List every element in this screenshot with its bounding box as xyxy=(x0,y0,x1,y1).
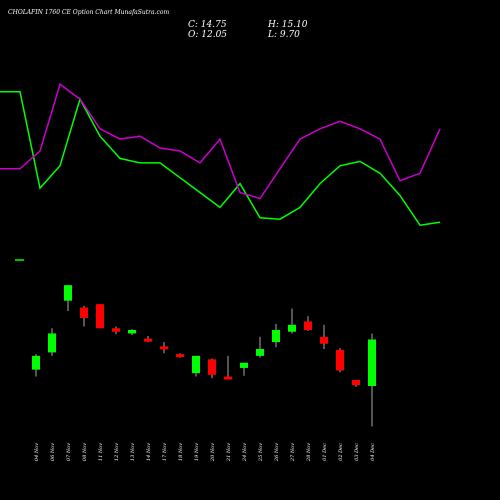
candle xyxy=(128,329,136,336)
candle xyxy=(192,355,200,377)
candle xyxy=(48,328,56,356)
candle xyxy=(256,336,264,358)
indicator-lines xyxy=(0,83,441,227)
x-tick-label: 19 Nov xyxy=(194,443,200,461)
candle xyxy=(320,324,328,349)
low-readout: L: 9.70 xyxy=(267,30,300,40)
x-axis-ticks: 04 Nov 06 Nov 07 Nov 08 Nov 11 Nov 12 Nov 13 N… xyxy=(34,443,376,462)
candle-body-up xyxy=(240,362,248,368)
candle-body-up xyxy=(256,348,264,356)
candle xyxy=(336,348,344,373)
candle xyxy=(112,326,120,335)
candle-body-up xyxy=(64,285,72,301)
candle xyxy=(352,380,360,387)
x-tick-label: 02 Dec xyxy=(338,443,344,461)
x-tick-label: 03 Dec xyxy=(354,443,360,461)
x-tick-label: 08 Nov xyxy=(82,443,88,461)
x-tick-label: 24 Nov xyxy=(242,443,248,462)
x-tick-label: 06 Nov xyxy=(50,443,56,461)
open-readout: O: 12.05 xyxy=(188,30,227,40)
candle xyxy=(32,354,40,377)
x-tick-label: 27 Nov xyxy=(290,443,296,462)
candles xyxy=(32,285,376,427)
x-tick-label: 20 Nov xyxy=(210,443,216,462)
x-tick-label: 28 Nov xyxy=(306,443,312,462)
x-tick-label: 18 Nov xyxy=(178,443,184,461)
candle xyxy=(272,323,280,348)
high-readout: H: 15.10 xyxy=(267,20,308,30)
candle-body-down xyxy=(320,336,328,344)
candle xyxy=(160,342,168,354)
x-tick-label: 12 Nov xyxy=(114,443,120,461)
x-tick-label: 21 Nov xyxy=(226,443,232,462)
candle xyxy=(368,333,376,427)
lower-line xyxy=(0,83,441,200)
candle-body-up xyxy=(192,355,200,374)
candle xyxy=(96,304,104,329)
x-tick-label: 26 Nov xyxy=(274,443,280,462)
x-tick-label: 01 Dec xyxy=(322,443,328,461)
x-tick-label: 14 Nov xyxy=(146,443,152,461)
candle-body-up xyxy=(48,333,56,353)
chart-title: CHOLAFIN 1760 CE Option Chart MunafaSutr… xyxy=(8,9,169,16)
candle-body-down xyxy=(304,321,312,330)
candle-body-down xyxy=(176,354,184,358)
candle-body-up xyxy=(32,355,40,370)
candle-body-down xyxy=(208,359,216,375)
candle-body-down xyxy=(112,328,120,332)
candle-body-down xyxy=(160,346,168,350)
x-tick-label: 25 Nov xyxy=(258,443,264,462)
candle-body-down xyxy=(352,380,360,386)
candle xyxy=(208,358,216,379)
x-tick-label: 04 Nov xyxy=(34,443,40,461)
x-tick-label: 13 Nov xyxy=(130,443,136,461)
x-tick-label: 17 Nov xyxy=(162,443,168,461)
candle xyxy=(144,336,152,343)
close-readout: C: 14.75 xyxy=(188,20,227,30)
upper-line xyxy=(0,90,441,227)
candle-body-down xyxy=(80,307,88,318)
candle xyxy=(64,285,72,312)
candle xyxy=(176,353,184,358)
x-tick-label: 04 Dec xyxy=(370,443,376,461)
x-tick-label: 07 Nov xyxy=(66,443,72,461)
candle-body-down xyxy=(144,338,152,342)
candle-body-down xyxy=(336,349,344,371)
candle xyxy=(240,362,248,376)
candle xyxy=(224,355,232,380)
candle-body-up xyxy=(272,330,280,343)
candle-body-up xyxy=(128,330,136,334)
candle xyxy=(304,316,312,331)
candle-body-down xyxy=(96,304,104,329)
candle-body-up xyxy=(368,339,376,387)
candle xyxy=(80,305,88,327)
x-tick-label: 11 Nov xyxy=(98,443,104,461)
candle xyxy=(288,308,296,334)
candle-body-down xyxy=(224,376,232,380)
candle-body-up xyxy=(288,324,296,332)
